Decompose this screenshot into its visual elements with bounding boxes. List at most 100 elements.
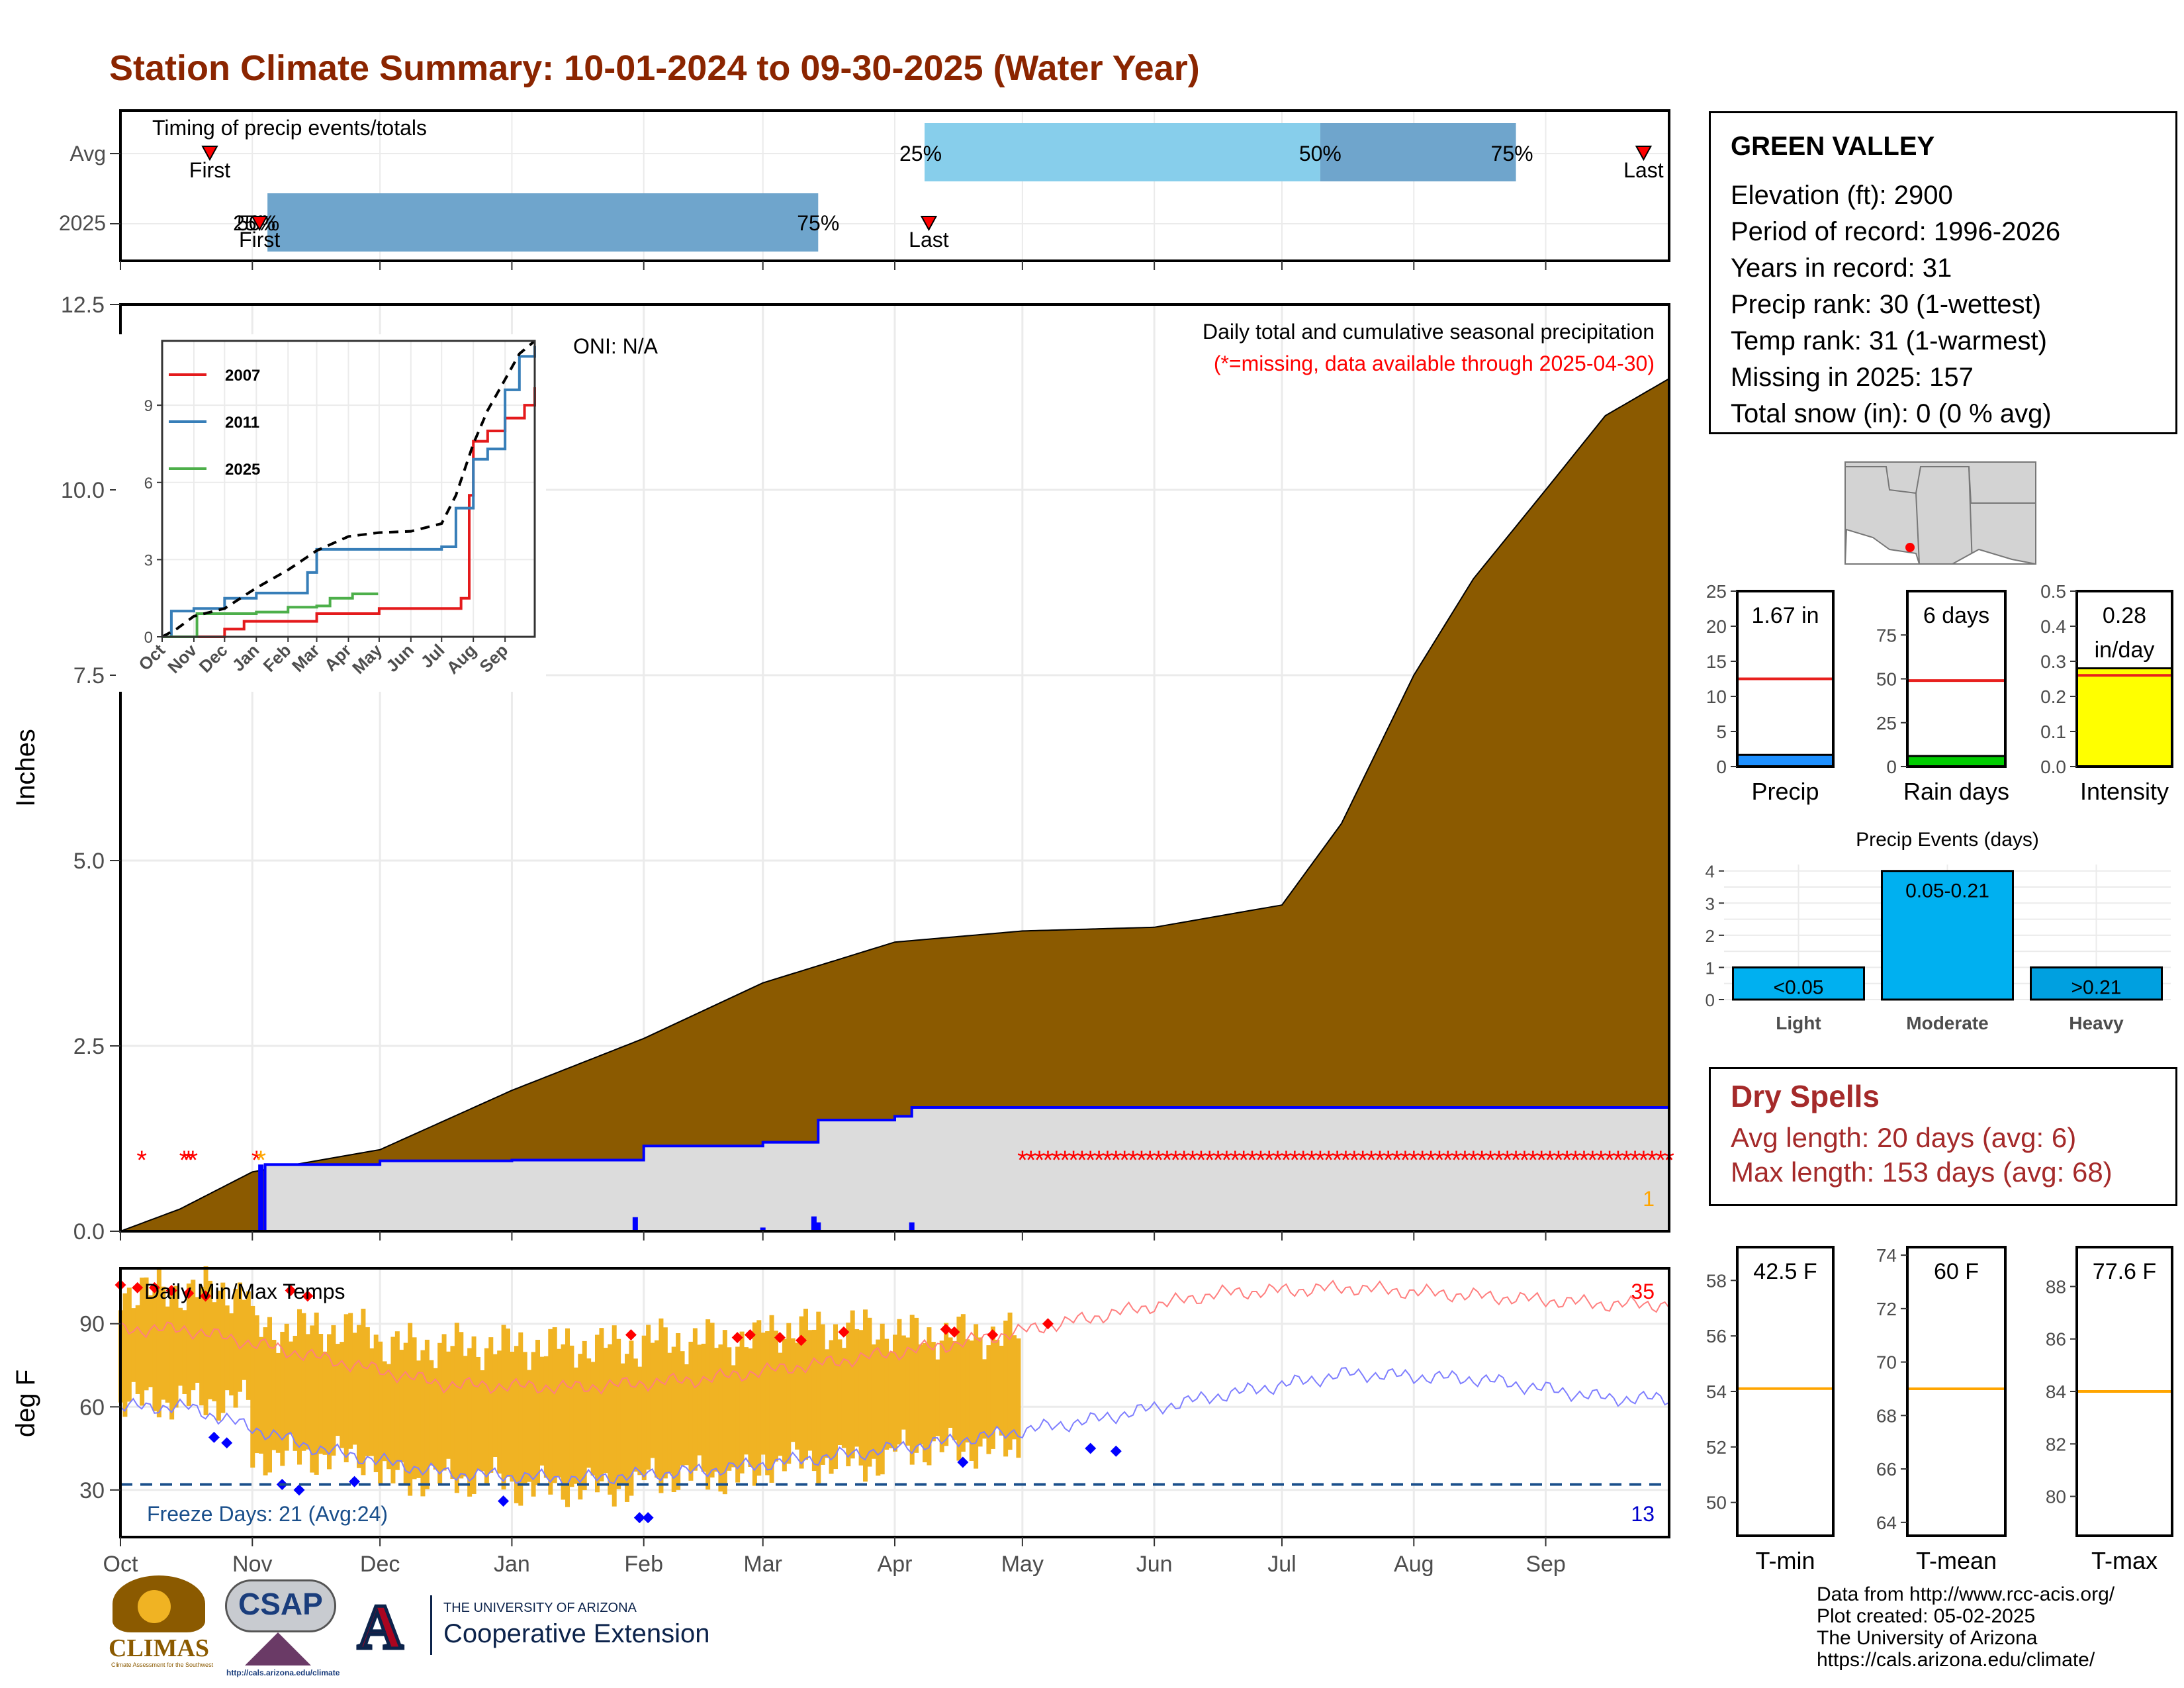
temps-daily-bar: [646, 1325, 651, 1470]
temps-record-high-marker: [1042, 1318, 1054, 1330]
temps-daily-bar: [952, 1340, 957, 1440]
cumulative-missing-marker: *: [1154, 1146, 1164, 1175]
intensity-plot-frame: [2075, 590, 2173, 768]
temps-daily-bar: [999, 1345, 1004, 1436]
cumulative-missing-marker: *: [251, 1146, 262, 1175]
footer-data-source: Data from http://www.rcc-acis.org/: [1817, 1583, 2115, 1605]
intensity-ytick-label: 0.3: [2040, 651, 2066, 672]
temps-daily-bar: [182, 1310, 187, 1394]
temps-daily-bar: [650, 1342, 655, 1458]
tmax-ytick-label: 82: [2046, 1434, 2066, 1454]
temps-daily-bar: [289, 1341, 294, 1435]
temps-daily-bar: [271, 1340, 277, 1450]
temps-daily-bar: [441, 1334, 447, 1471]
temps-daily-bar: [684, 1364, 689, 1466]
cumulative-missing-marker: *: [1341, 1146, 1351, 1175]
temps-daily-bar: [267, 1317, 272, 1473]
inset-ytick-label: 0: [144, 629, 153, 647]
temps-daily-bar: [543, 1356, 549, 1478]
temps-daily-bar: [501, 1325, 506, 1490]
rain_days-ytick-label: 0: [1886, 757, 1897, 777]
temps-daily-bar: [662, 1327, 668, 1479]
temps-daily-bar: [756, 1320, 762, 1476]
rain_days-ytick-label: 25: [1876, 713, 1897, 733]
timing-2025-p75-label: 75%: [797, 211, 839, 235]
ua-extension-logo: A THE UNIVERSITY OF ARIZONA Cooperative …: [355, 1590, 741, 1664]
station-period: Period of record: 1996-2026: [1731, 217, 2061, 246]
temps-daily-bar: [807, 1330, 813, 1451]
temps-daily-bar: [373, 1335, 379, 1472]
temps-daily-bar: [387, 1364, 391, 1470]
intensity-ytick-label: 0.5: [2040, 581, 2066, 602]
temps-daily-bar: [369, 1348, 375, 1456]
temps-daily-bar: [459, 1332, 464, 1479]
tmin-ytick-label: 58: [1706, 1270, 1727, 1291]
temps-daily-bar: [361, 1309, 366, 1476]
temps-panel: Freeze Days: 21 (Avg:24) Daily Min/Max Te…: [11, 1266, 1670, 1577]
temps-daily-bar: [191, 1280, 196, 1391]
cumulative-missing-marker: *: [1613, 1146, 1623, 1175]
cumulative-daily-bar: [811, 1216, 817, 1231]
temps-daily-bar: [935, 1359, 940, 1436]
precip_total-ytick-label: 10: [1706, 686, 1727, 707]
temps-daily-bar: [914, 1317, 919, 1453]
temps-daily-bar: [829, 1340, 834, 1474]
temps-daily-bar: [203, 1266, 208, 1415]
temps-daily-bar: [816, 1311, 821, 1483]
cumulative-subtitle: (*=missing, data available through 2025-…: [1214, 352, 1655, 375]
temps-daily-bar: [837, 1339, 842, 1446]
cumulative-oni-label: ONI: N/A: [573, 334, 659, 358]
cumulative-daily-bar: [909, 1222, 915, 1231]
climas-logo: CLIMAS Climate Assessment for the Southw…: [99, 1575, 218, 1675]
temps-daily-bar: [612, 1325, 617, 1507]
tmean-panel: 60 F 64 66 68 70 72 74 T-mean: [1876, 1245, 2007, 1574]
temps-daily-bar: [178, 1307, 183, 1386]
cumulative-missing-marker: *: [1596, 1146, 1606, 1175]
cumulative-missing-marker: *: [1103, 1146, 1113, 1175]
cumulative-ytick-label: 5.0: [73, 849, 105, 874]
events-bar-label-moderate: 0.05-0.21: [1905, 880, 1989, 902]
station-snow: Total snow (in): 0 (0 % avg): [1731, 399, 2052, 428]
cumulative-missing-marker: *: [1375, 1146, 1385, 1175]
temps-daily-bar: [880, 1323, 885, 1475]
temps-daily-bar: [531, 1352, 536, 1497]
temps-daily-bar: [408, 1323, 413, 1496]
temps-daily-bar: [165, 1306, 170, 1403]
cumulative-missing-marker: *: [1298, 1146, 1308, 1175]
temps-daily-bar: [909, 1315, 915, 1465]
cumulative-missing-marker: *: [1434, 1146, 1445, 1175]
precip_total-value-bar: [1736, 753, 1835, 768]
timing-avg-first-label: First: [189, 158, 230, 182]
climas-logo-text: CLIMAS: [109, 1634, 210, 1662]
cumulative-missing-marker: *: [1051, 1146, 1062, 1175]
cumulative-corner-note: 1: [1643, 1187, 1655, 1211]
temps-daily-bar: [760, 1333, 766, 1455]
temps-daily-bar: [122, 1293, 128, 1417]
csap-logo: CSAP http://cals.arizona.edu/climate: [225, 1579, 344, 1677]
temps-daily-bar: [399, 1350, 404, 1463]
temps-daily-bar: [629, 1340, 634, 1496]
temps-daily-bar: [680, 1351, 685, 1466]
temps-record-low-marker: [642, 1512, 654, 1524]
temps-daily-bar: [974, 1324, 979, 1469]
cumulative-missing-marker: *: [1026, 1146, 1036, 1175]
temps-daily-bar: [923, 1342, 927, 1463]
temps-count-low: 13: [1631, 1502, 1655, 1526]
temps-daily-bar: [1016, 1338, 1021, 1458]
cumulative-missing-marker: *: [1520, 1146, 1530, 1175]
cumulative-missing-marker: *: [1145, 1146, 1156, 1175]
temps-daily-bar: [709, 1323, 715, 1477]
tmean-plot-bg: [1907, 1247, 2005, 1536]
cumulative-ytick-label: 0.0: [73, 1219, 105, 1244]
inset-panel: 0369OctNovDecJanFebMarAprMayJunJulAugSep…: [116, 334, 546, 692]
cumulative-observed-area: [120, 1107, 1669, 1231]
rain_days-panel: 6 days 0 25 50 75 Rain days: [1876, 590, 2009, 805]
temps-daily-bar: [552, 1327, 557, 1483]
temps-daily-bar: [424, 1339, 430, 1489]
cumulative-missing-marker: *: [187, 1146, 198, 1175]
temps-daily-bar: [382, 1361, 387, 1462]
precip_total-ytick-label: 5: [1716, 722, 1727, 742]
inset-legend-label-2025: 2025: [225, 461, 260, 479]
temps-daily-bar: [169, 1292, 175, 1420]
temps-daily-bar: [322, 1351, 328, 1455]
